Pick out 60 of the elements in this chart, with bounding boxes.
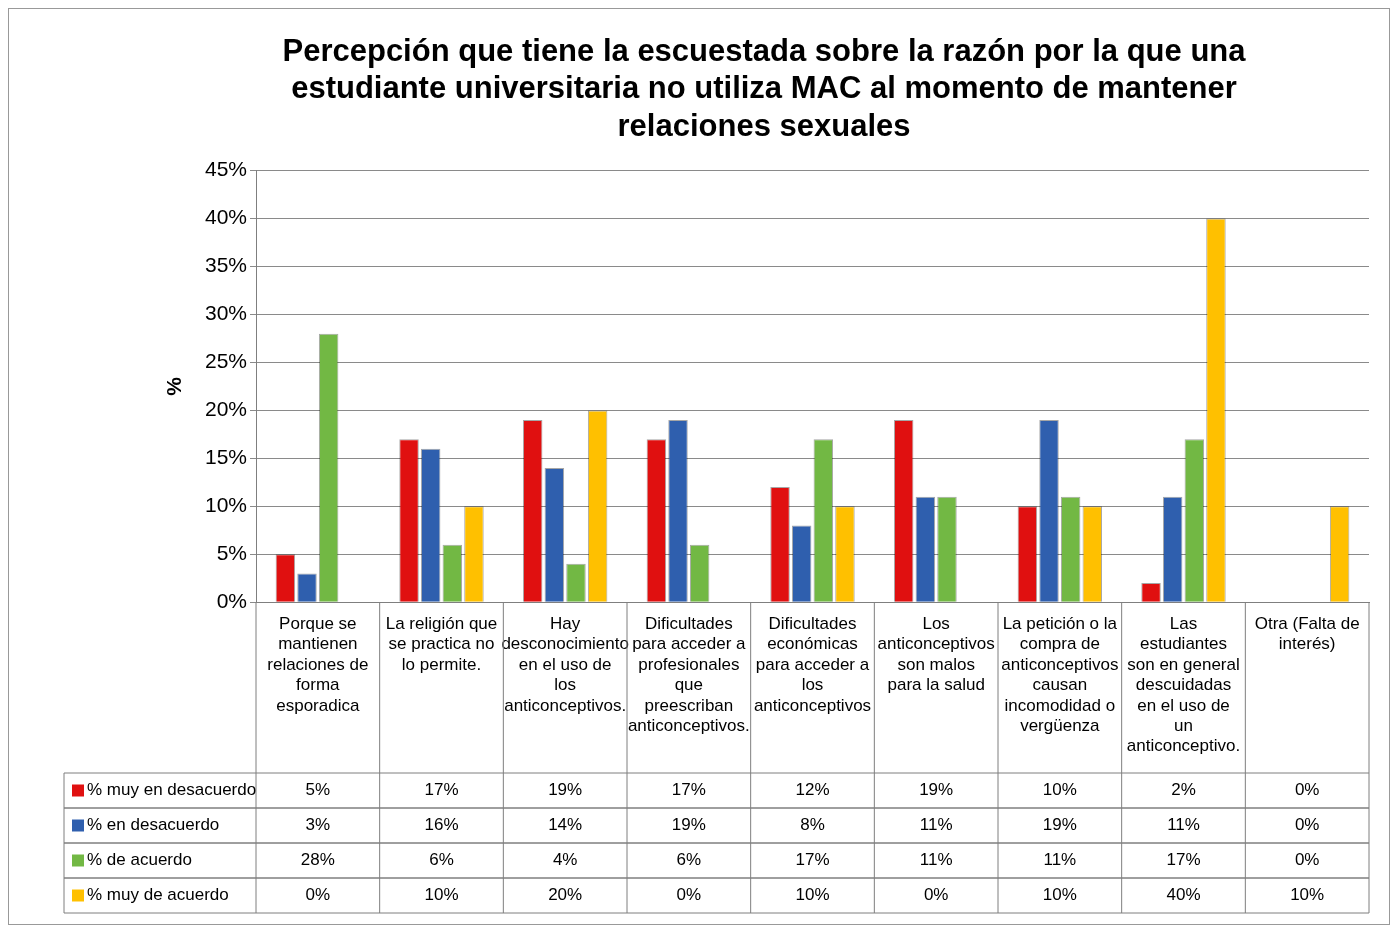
data-label: 2% bbox=[1171, 780, 1196, 800]
data-label: 6% bbox=[429, 850, 454, 870]
data-label: 28% bbox=[300, 850, 335, 870]
data-label: 17% bbox=[795, 850, 830, 870]
data-label: 6% bbox=[676, 850, 702, 870]
data-label: 19% bbox=[1042, 815, 1077, 835]
data-label: 5% bbox=[305, 780, 331, 800]
y-tick-label: 35% bbox=[204, 253, 247, 277]
y-tick-label: 20% bbox=[204, 397, 247, 421]
data-label: 8% bbox=[800, 815, 825, 835]
data-label: 0% bbox=[305, 885, 331, 905]
data-label: 0% bbox=[1294, 850, 1320, 870]
data-label: 12% bbox=[795, 780, 830, 800]
x-tick-label: Las estudiantes son en general descuidadas en el uso de un anticonceptivo. bbox=[1126, 614, 1241, 756]
y-tick-label: 15% bbox=[204, 445, 247, 469]
y-tick-label: 10% bbox=[204, 493, 247, 517]
legend-label: % muy de acuerdo bbox=[87, 885, 229, 905]
data-label: 17% bbox=[424, 780, 459, 800]
data-label: 10% bbox=[1290, 885, 1325, 905]
y-tick-label: 30% bbox=[204, 301, 247, 325]
y-tick-label: 40% bbox=[204, 205, 247, 229]
data-label: 40% bbox=[1166, 885, 1201, 905]
data-label: 10% bbox=[1042, 885, 1077, 905]
data-label: 10% bbox=[424, 885, 459, 905]
legend-label: % de acuerdo bbox=[87, 850, 192, 870]
data-label: 11% bbox=[919, 850, 953, 870]
data-label: 14% bbox=[548, 815, 583, 835]
data-label: 11% bbox=[1167, 815, 1200, 835]
data-label: 0% bbox=[923, 885, 949, 905]
y-tick-label: 45% bbox=[204, 157, 247, 181]
x-tick-label: Porque se mantienen relaciones de forma esporadica bbox=[267, 614, 369, 715]
legend-label: % muy en desacuerdo bbox=[87, 780, 257, 800]
data-label: 3% bbox=[305, 815, 331, 835]
y-tick-label: 25% bbox=[204, 349, 247, 373]
y-axis-title: % bbox=[162, 376, 186, 396]
x-tick-label: La petición o la compra de anticonceptivos causan incomodidad o vergüenza bbox=[1001, 614, 1119, 736]
data-label: 0% bbox=[1294, 780, 1320, 800]
data-label: 19% bbox=[548, 780, 583, 800]
data-label: 20% bbox=[548, 885, 583, 905]
x-tick-label: Hay desconocimiento en el uso de los anticonceptivos. bbox=[501, 614, 629, 715]
data-label: 10% bbox=[1042, 780, 1077, 800]
y-tick-label: 0% bbox=[216, 589, 247, 612]
data-label: 0% bbox=[676, 885, 702, 905]
data-label: 10% bbox=[795, 885, 830, 905]
data-label: 0% bbox=[1294, 815, 1320, 835]
chart-title: Percepción que tiene la escuestada sobre la razón por la que una estudiante universitaria no utiliza MAC al momento de mantener relaciones sexuales bbox=[282, 33, 1247, 143]
data-label: 11% bbox=[1043, 850, 1077, 870]
x-tick-label: Los anticonceptivos son malos para la salud bbox=[877, 614, 995, 695]
y-tick-label: 5% bbox=[216, 541, 247, 565]
data-label: 16% bbox=[424, 815, 459, 835]
x-tick-label: La religión que se practica no lo permite. bbox=[385, 614, 498, 674]
data-label: 17% bbox=[1166, 850, 1201, 870]
data-label: 4% bbox=[552, 850, 578, 870]
data-label: 19% bbox=[919, 780, 954, 800]
data-label: 11% bbox=[919, 815, 953, 835]
legend-label: % en desacuerdo bbox=[87, 815, 220, 835]
x-tick-label: Dificultades económicas para acceder a los anticonceptivos bbox=[753, 614, 872, 715]
data-label: 17% bbox=[671, 780, 706, 800]
data-label: 19% bbox=[671, 815, 706, 835]
x-tick-label: Otra (Falta de interés) bbox=[1254, 614, 1360, 654]
